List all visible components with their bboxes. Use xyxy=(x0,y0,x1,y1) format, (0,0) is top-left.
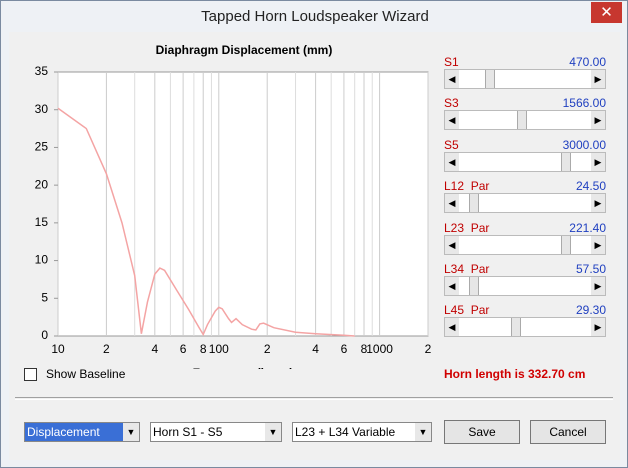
slider[interactable]: ◀ ▶ xyxy=(444,193,606,214)
dropdown-button[interactable]: ▼ xyxy=(265,423,281,441)
y-tick-label: 10 xyxy=(35,253,49,267)
arrow-right[interactable]: ▶ xyxy=(591,194,605,213)
arrow-left[interactable]: ◀ xyxy=(445,235,459,254)
arrow-left[interactable]: ◀ xyxy=(445,318,459,337)
dropdown[interactable]: L23 + L34 Variable ▼ xyxy=(292,422,432,442)
arrow-right[interactable]: ▶ xyxy=(591,70,605,88)
plot-area xyxy=(57,71,429,337)
slider-label: S1 xyxy=(444,55,459,69)
slider[interactable]: ◀ ▶ xyxy=(444,69,606,89)
slider-label: S3 xyxy=(444,96,459,111)
horn-length: Horn length is 332.70 cm xyxy=(444,367,586,381)
arrow-right[interactable]: ▶ xyxy=(591,318,605,337)
slider-value: 3000.00 xyxy=(562,137,606,152)
x-tick-label: 6 xyxy=(180,342,187,356)
slider-label: S5 xyxy=(444,137,459,152)
y-tick-label: 15 xyxy=(35,215,49,229)
x-tick-label: 2 xyxy=(264,342,271,356)
slider-thumb[interactable] xyxy=(485,70,495,88)
slider-thumb[interactable] xyxy=(561,152,571,171)
slider-value: 221.40 xyxy=(569,220,606,235)
close-button[interactable]: ✕ xyxy=(591,2,622,23)
checkbox[interactable] xyxy=(24,368,37,381)
slider-thumb[interactable] xyxy=(561,235,571,254)
checkbox-label[interactable]: Show Baseline xyxy=(46,367,126,381)
dropdown[interactable]: Displacement ▼ xyxy=(24,422,140,442)
button[interactable]: Cancel xyxy=(530,420,606,444)
x-axis-label: Frequency (hertz) xyxy=(193,366,294,369)
arrow-left[interactable]: ◀ xyxy=(445,277,459,295)
x-tick-label: 10 xyxy=(51,342,65,356)
slider[interactable]: ◀ ▶ xyxy=(444,276,606,296)
x-tick-label: 6 xyxy=(341,342,348,356)
separator xyxy=(15,397,613,400)
chart-title: Diaphragm Displacement (mm) xyxy=(156,43,333,57)
x-tick-label: 100 xyxy=(209,342,229,356)
slider-label: L34 Par xyxy=(444,262,490,276)
slider[interactable]: ◀ ▶ xyxy=(444,110,606,131)
arrow-left[interactable]: ◀ xyxy=(445,152,459,171)
button[interactable]: Save xyxy=(444,420,520,444)
x-tick-label: 2 xyxy=(103,342,110,356)
slider[interactable]: ◀ ▶ xyxy=(444,317,606,338)
slider-label: L23 Par xyxy=(444,220,490,235)
dropdown-button[interactable]: ▼ xyxy=(415,423,431,441)
arrow-left[interactable]: ◀ xyxy=(445,194,459,213)
slider-thumb[interactable] xyxy=(469,194,479,213)
slider-thumb[interactable] xyxy=(511,318,521,337)
slider-value: 470.00 xyxy=(569,55,606,69)
x-tick-label: 4 xyxy=(312,342,319,356)
y-tick-label: 5 xyxy=(41,290,48,304)
dropdown-button[interactable]: ▼ xyxy=(123,423,139,441)
x-tick-label: 1000 xyxy=(366,342,393,356)
slider-value: 1566.00 xyxy=(562,96,606,111)
arrow-left[interactable]: ◀ xyxy=(445,70,459,88)
x-tick-label: 4 xyxy=(151,342,158,356)
x-tick-label: 2 xyxy=(425,342,432,356)
slider-value: 24.50 xyxy=(575,179,606,194)
arrow-right[interactable]: ▶ xyxy=(591,111,605,130)
y-tick-label: 25 xyxy=(35,140,49,154)
y-tick-label: 30 xyxy=(35,102,49,116)
data-line xyxy=(57,107,355,337)
window-title: Tapped Horn Loudspeaker Wizard xyxy=(201,8,429,25)
arrow-right[interactable]: ▶ xyxy=(591,152,605,171)
chart: Diaphragm Displacement (mm) Frequency (he… xyxy=(35,43,432,369)
y-tick-label: 0 xyxy=(41,328,48,342)
y-tick-label: 35 xyxy=(35,64,49,78)
slider-value: 57.50 xyxy=(575,262,606,276)
y-tick-label: 20 xyxy=(35,177,49,191)
x-tick-label: 8 xyxy=(361,342,368,356)
x-tick-label: 8 xyxy=(200,342,207,356)
slider-value: 29.30 xyxy=(575,303,606,318)
arrow-right[interactable]: ▶ xyxy=(591,277,605,295)
slider[interactable]: ◀ ▶ xyxy=(444,234,606,255)
slider[interactable]: ◀ ▶ xyxy=(444,151,606,172)
arrow-left[interactable]: ◀ xyxy=(445,111,459,130)
arrow-right[interactable]: ▶ xyxy=(591,235,605,254)
slider-label: L12 Par xyxy=(444,179,490,194)
slider-label: L45 Par xyxy=(444,303,490,318)
dropdown[interactable]: Horn S1 - S5 ▼ xyxy=(150,422,282,442)
slider-thumb[interactable] xyxy=(517,111,527,130)
slider-thumb[interactable] xyxy=(469,277,479,295)
